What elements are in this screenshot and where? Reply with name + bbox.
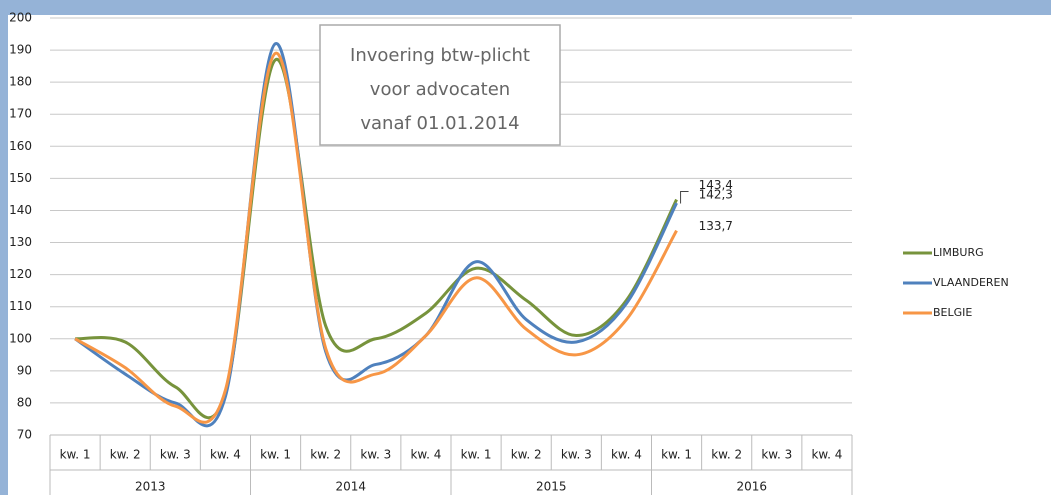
data-label: 142,3 xyxy=(699,188,733,202)
y-tick-label: 200 xyxy=(9,11,32,25)
x-tick-label: kw. 3 xyxy=(360,448,391,462)
y-tick-label: 150 xyxy=(9,171,32,185)
y-tick-label: 170 xyxy=(9,107,32,121)
data-label: 143,4 xyxy=(699,178,733,192)
x-tick-label: kw. 2 xyxy=(310,448,341,462)
annotation-line: Invoering btw-plicht xyxy=(350,45,530,66)
x-tick-label: kw. 3 xyxy=(160,448,191,462)
x-group-label: 2016 xyxy=(736,480,767,494)
y-tick-label: 120 xyxy=(9,267,32,281)
x-tick-label: kw. 2 xyxy=(110,448,141,462)
legend-label: LIMBURG xyxy=(933,246,984,259)
y-tick-label: 90 xyxy=(17,363,32,377)
annotation: Invoering btw-plicht voor advocaten vana… xyxy=(319,24,561,146)
annotation-line: voor advocaten xyxy=(370,79,510,100)
data-label: 133,7 xyxy=(699,219,733,233)
annotation-box xyxy=(319,24,561,146)
y-tick-label: 70 xyxy=(17,428,32,442)
y-tick-label: 100 xyxy=(9,331,32,345)
x-group-label: 2014 xyxy=(335,480,366,494)
x-tick-label: kw. 4 xyxy=(811,448,842,462)
x-group-label: 2013 xyxy=(135,480,166,494)
y-tick-label: 110 xyxy=(9,299,32,313)
y-tick-label: 140 xyxy=(9,203,32,217)
x-tick-label: kw. 3 xyxy=(761,448,792,462)
x-tick-label: kw. 1 xyxy=(260,448,291,462)
series-line xyxy=(74,51,678,424)
x-tick-label: kw. 4 xyxy=(611,448,642,462)
x-tick-label: kw. 4 xyxy=(410,448,441,462)
x-tick-label: kw. 1 xyxy=(661,448,692,462)
x-tick-label: kw. 1 xyxy=(60,448,91,462)
legend-label: VLAANDEREN xyxy=(933,276,1009,289)
y-tick-label: 190 xyxy=(9,43,32,57)
annotation-line: vanaf 01.01.2014 xyxy=(360,113,519,134)
y-tick-label: 160 xyxy=(9,139,32,153)
x-tick-label: kw. 2 xyxy=(511,448,542,462)
y-tick-label: 180 xyxy=(9,75,32,89)
y-tick-label: 130 xyxy=(9,235,32,249)
label-leader xyxy=(680,191,689,204)
y-tick-label: 80 xyxy=(17,395,32,409)
series-line xyxy=(74,58,678,420)
x-tick-label: kw. 1 xyxy=(461,448,492,462)
x-tick-label: kw. 2 xyxy=(711,448,742,462)
x-tick-label: kw. 3 xyxy=(561,448,592,462)
x-group-label: 2015 xyxy=(536,480,567,494)
legend-label: BELGIE xyxy=(933,306,972,319)
x-tick-label: kw. 4 xyxy=(210,448,241,462)
